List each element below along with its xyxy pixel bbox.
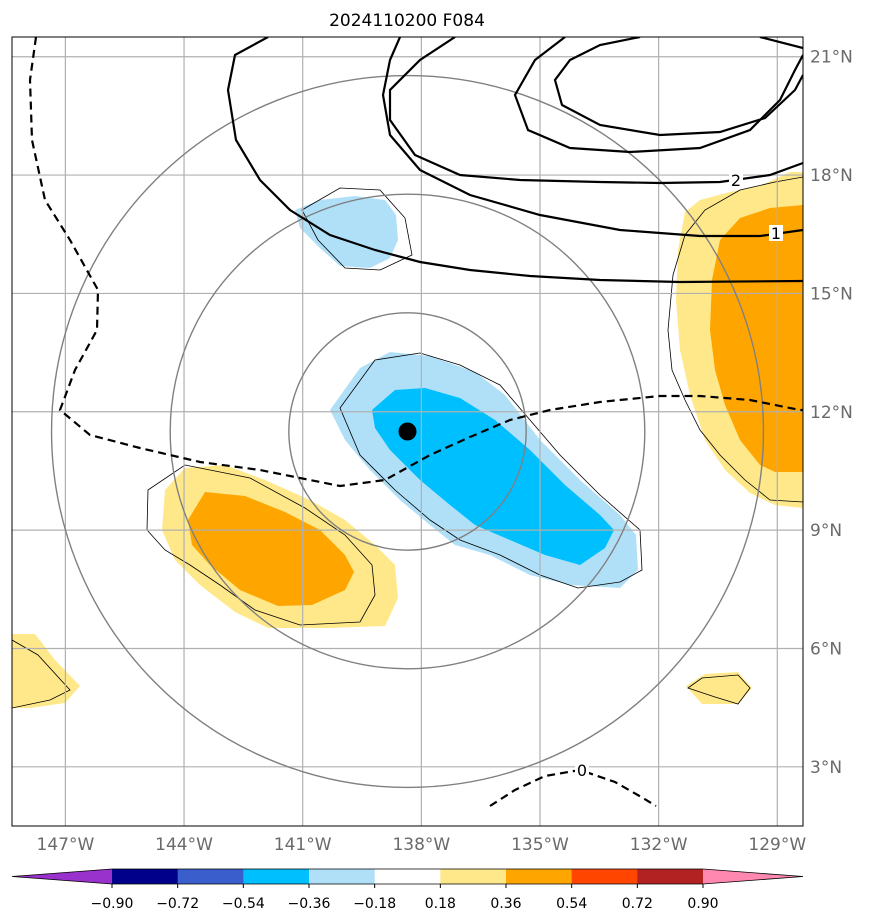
colorbar [11,868,804,888]
colorbar-segment [177,869,244,884]
colorbar-tick-label: 0.36 [490,896,521,912]
map-area: 2 1 0 [12,37,803,826]
contour-line-3 [388,37,803,185]
lat-lon-gridlines [12,37,803,826]
range-ring [169,193,646,670]
contour-label-1-bg [769,225,783,241]
colorbar-segment [112,869,179,884]
colorbar-tick-label: −0.18 [353,896,396,912]
colorbar-segment [506,869,573,884]
anomaly-shading [12,172,803,708]
latitude-tick-labels: 3°N 6°N 9°N 12°N 15°N 18°N 21°N [810,48,853,778]
lat-tick-label: 12°N [810,403,853,423]
lon-tick-label: 144°W [155,835,213,855]
colorbar-tick-labels: −0.90 −0.72 −0.54 −0.36 −0.18 0.18 0.36 … [91,896,719,912]
lat-tick-label: 3°N [810,758,842,778]
negative-anomaly-north [295,196,398,268]
colorbar-tick-label: −0.90 [91,896,134,912]
colorbar-tick-label: 0.54 [556,896,587,912]
colorbar-segment [309,869,376,884]
colorbar-segment [637,869,704,884]
lon-tick-label: 135°W [511,835,569,855]
contour-labels: 2 1 0 [575,171,783,780]
colorbar-extend-low [12,869,112,884]
colorbar-segment [440,869,507,884]
outline-southwest [12,639,71,709]
lat-tick-label: 15°N [810,284,853,304]
lat-tick-label: 18°N [810,166,853,186]
storm-center-marker [398,422,417,441]
contour-label-2-bg [729,172,743,188]
negative-anomaly-strong-central [372,388,614,565]
outline-central [339,352,643,589]
outline-north [301,187,413,271]
contour-line-4 [513,37,803,154]
contour-line-2 [381,37,803,238]
colorbar-tick-label: 0.72 [622,896,653,912]
colorbar-segment [243,869,310,884]
contour-label-0: 0 [577,761,587,780]
contour-line-6 [759,37,803,50]
colorbar-segment [374,869,441,884]
positive-anomaly-southeast [686,672,752,704]
lat-tick-label: 9°N [810,521,842,541]
anomaly-outline-contours [12,176,803,709]
contour-line-5 [553,37,803,137]
colorbar-tick-label: 0.18 [425,896,456,912]
lat-tick-label: 21°N [810,48,853,68]
lon-tick-label: 141°W [274,835,332,855]
lon-tick-label: 147°W [37,835,95,855]
lat-tick-label: 6°N [810,639,842,659]
positive-anomaly-strong-west [188,492,354,606]
contour-line-1 [226,37,803,284]
range-ring [50,74,765,789]
lon-tick-label: 129°W [748,835,806,855]
range-rings [50,74,765,789]
colorbar-tick-label: −0.54 [222,896,265,912]
lon-tick-label: 132°W [630,835,688,855]
colorbar-segment [571,869,638,884]
longitude-tick-labels: 147°W 144°W 141°W 138°W 135°W 132°W 129°… [37,835,807,855]
map-frame [11,36,804,827]
lon-tick-label: 138°W [392,835,450,855]
outline-west [146,464,376,626]
positive-anomaly-southwest [12,634,80,708]
contour-label-1: 1 [771,224,781,243]
range-ring [288,312,527,551]
chart-title: 2024110200 F084 [329,11,485,31]
outline-southeast [687,674,751,705]
colorbar-tick-label: 0.90 [687,896,718,912]
solid-contours [226,37,803,284]
contour-label-0-bg [575,762,589,778]
colorbar-tick-label: −0.36 [288,896,331,912]
zero-contour-main [28,37,803,488]
colorbar-tick-label: −0.72 [156,896,199,912]
contour-label-2: 2 [731,171,741,190]
zero-contour-south [489,768,657,807]
colorbar-extend-high [703,869,803,884]
outline-east [667,176,803,503]
